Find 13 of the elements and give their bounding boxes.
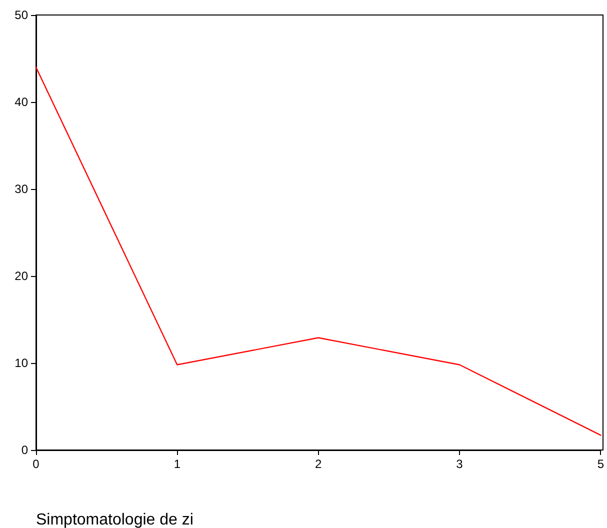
- x-tick-label: 1: [174, 457, 181, 471]
- x-axis-title: Simptomatologie de zi: [36, 512, 194, 528]
- y-tick-label: 30: [14, 182, 28, 196]
- x-tick-label: 2: [314, 457, 322, 471]
- y-tick-label: 50: [14, 8, 28, 22]
- y-tick-label: 0: [21, 443, 28, 457]
- x-tick-label: 0: [32, 457, 40, 471]
- y-tick-label: 20: [14, 269, 28, 283]
- y-tick-label: 40: [14, 95, 28, 109]
- x-tick-label: 5: [597, 457, 604, 471]
- line-series: [35, 66, 602, 436]
- y-tick-label: 10: [14, 356, 28, 370]
- x-tick-label: 3: [456, 457, 464, 471]
